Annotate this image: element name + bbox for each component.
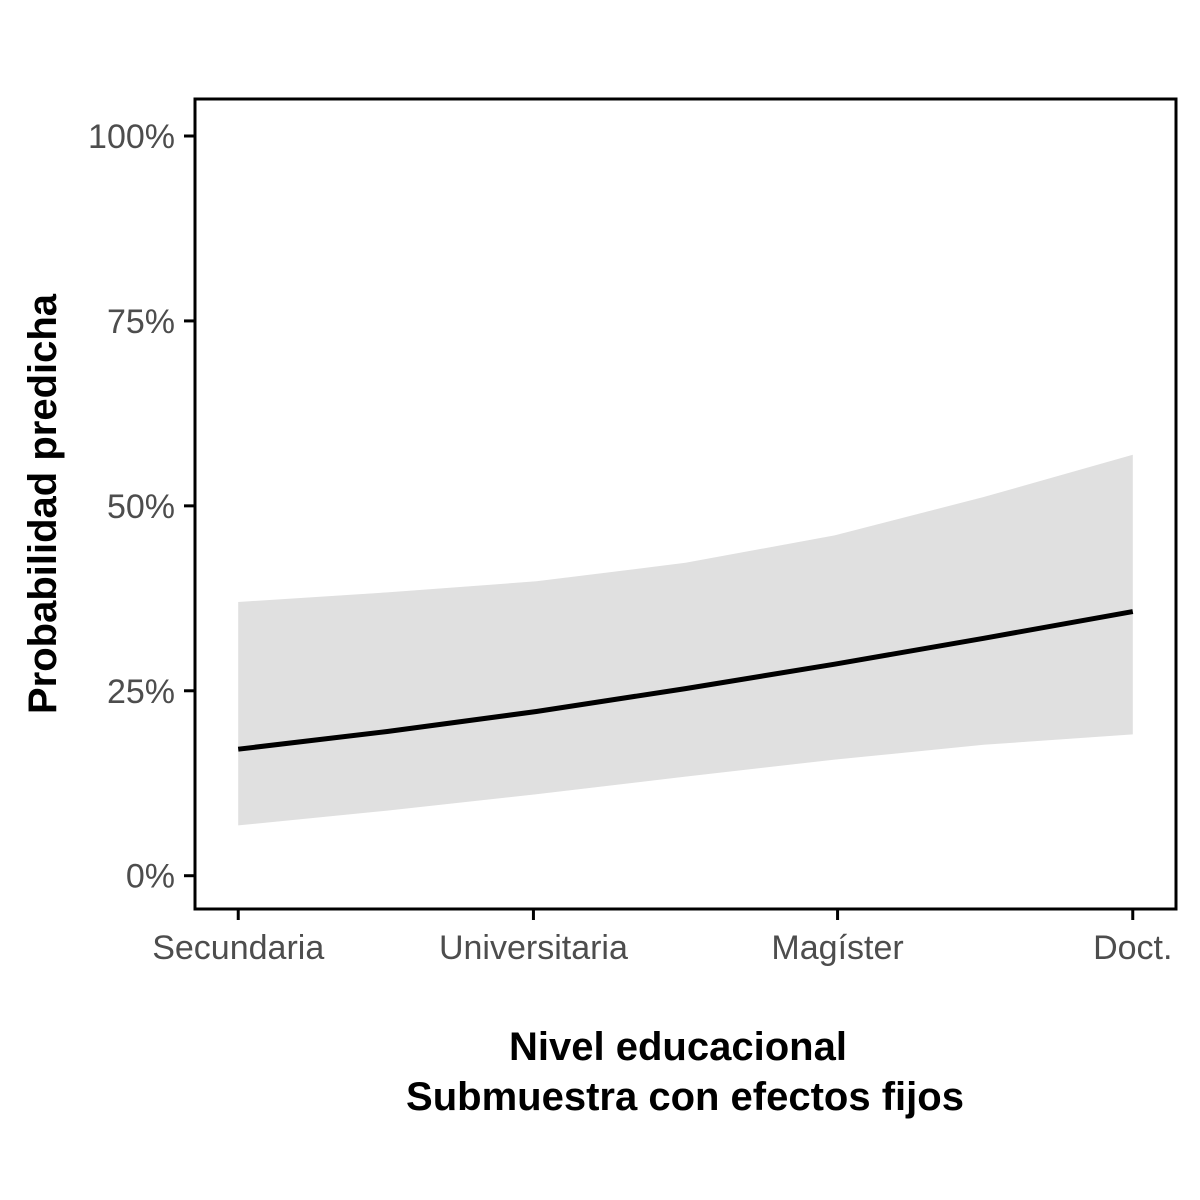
- y-tick-label: 100%: [88, 118, 175, 156]
- y-tick-label: 50%: [107, 488, 175, 526]
- y-tick-label: 25%: [107, 673, 175, 711]
- x-axis-title: Nivel educacional: [509, 1025, 847, 1069]
- x-tick-label: Secundaria: [152, 929, 324, 967]
- x-tick-label: Universitaria: [439, 929, 628, 967]
- predicted-probability-line: [237, 609, 1134, 752]
- x-axis-subtitle: Submuestra con efectos fijos: [406, 1075, 964, 1119]
- y-tick-label: 75%: [107, 303, 175, 341]
- y-axis-title: Probabilidad predicha: [21, 293, 65, 714]
- y-tick-label: 0%: [126, 858, 175, 896]
- x-tick-label: Doct.: [1093, 929, 1172, 967]
- plot-panel-border: [193, 97, 1178, 911]
- confidence-band: [238, 454, 1133, 826]
- x-tick-label: Magíster: [771, 929, 903, 967]
